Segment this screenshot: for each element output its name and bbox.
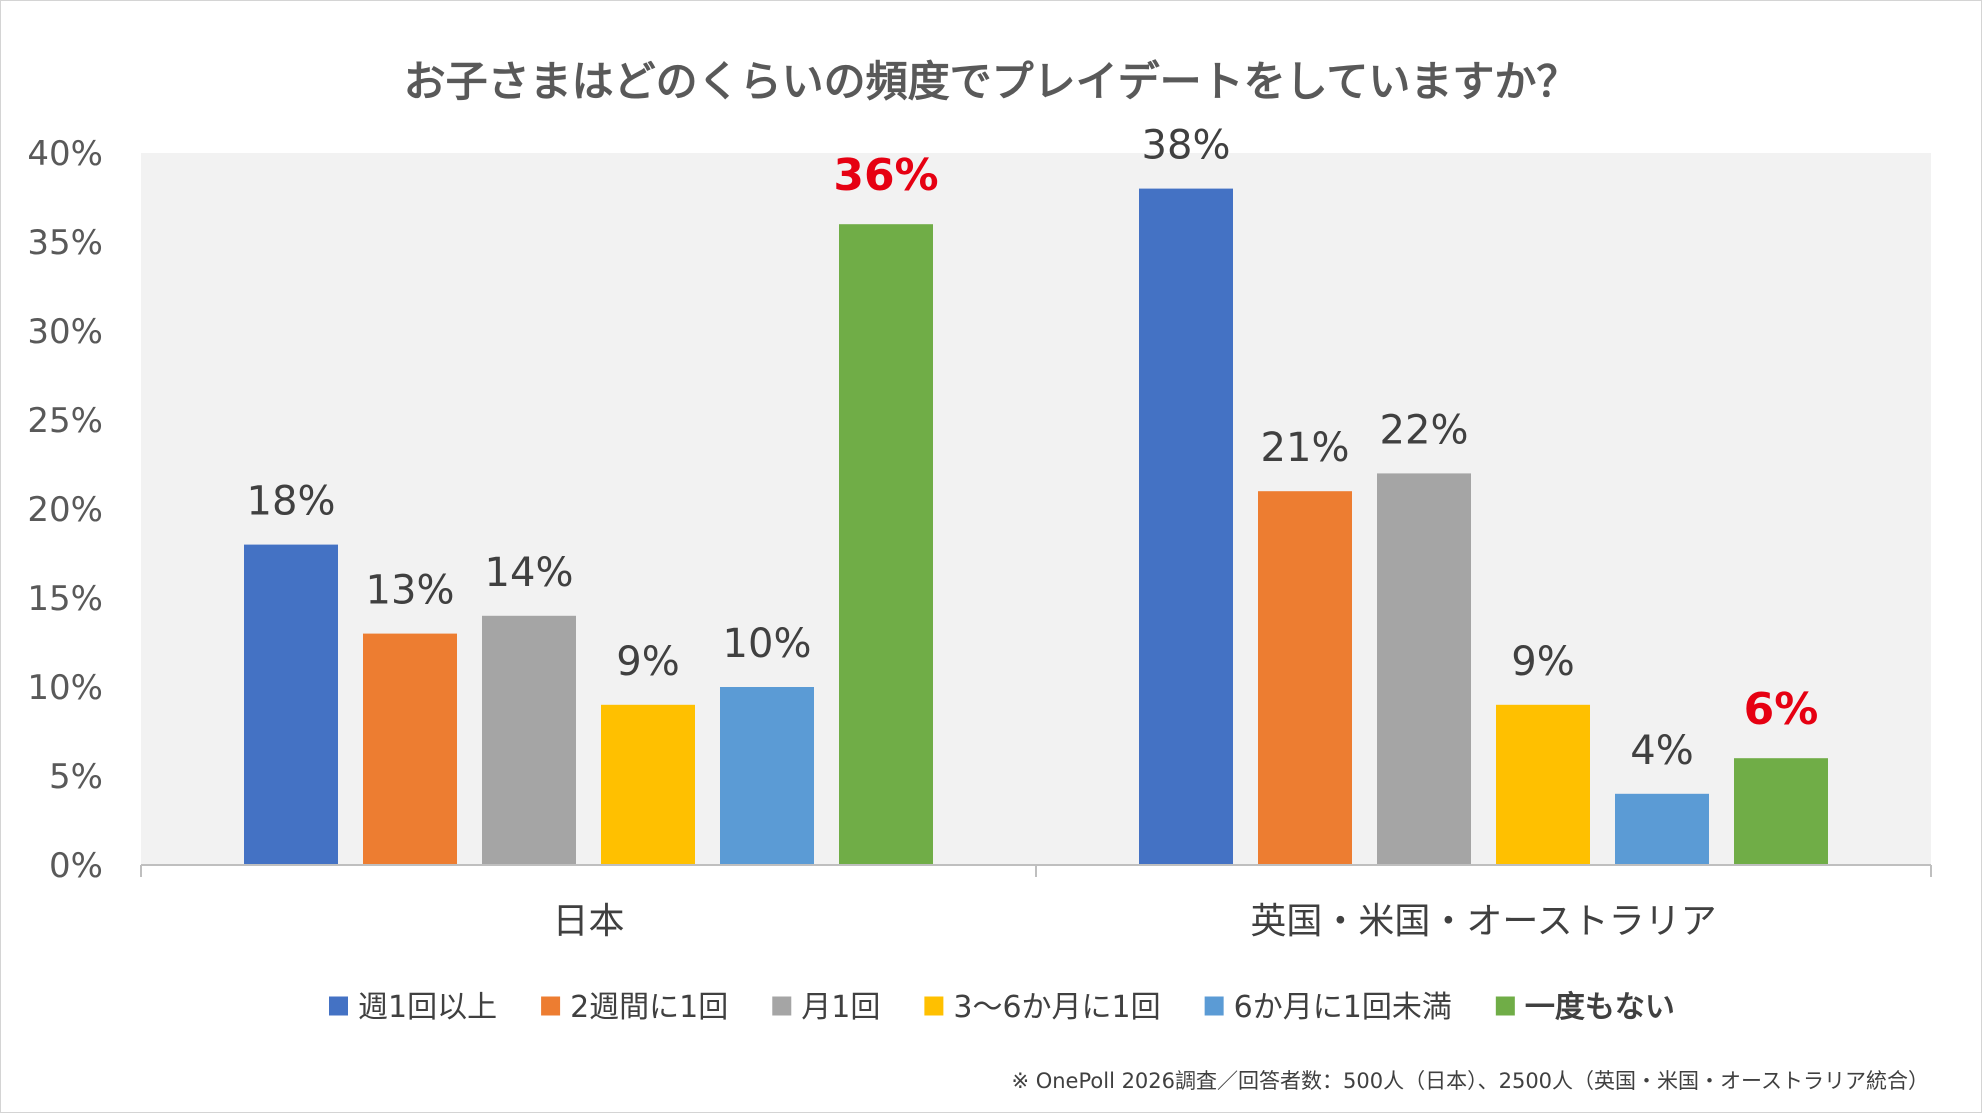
y-tick-label: 15%	[27, 579, 103, 619]
y-tick-label: 0%	[49, 846, 103, 886]
bar	[1615, 793, 1709, 865]
data-label: 18%	[247, 479, 336, 525]
bar	[1258, 491, 1352, 865]
y-tick-label: 35%	[27, 223, 103, 263]
x-category-label: 日本	[552, 901, 624, 942]
data-label: 38%	[1142, 123, 1231, 169]
legend-label: 週1回以上	[358, 990, 497, 1025]
bar	[1496, 704, 1590, 865]
data-label: 14%	[485, 550, 574, 596]
data-label: 10%	[723, 621, 812, 667]
data-label: 6%	[1744, 684, 1819, 735]
data-label: 13%	[366, 568, 455, 614]
legend-label: 月1回	[801, 990, 880, 1025]
legend-swatch	[541, 996, 561, 1016]
x-axis: 日本 英国・米国・オーストラリア	[140, 864, 1932, 942]
data-label: 21%	[1261, 425, 1350, 471]
legend-swatch	[329, 996, 348, 1016]
bar	[1139, 188, 1233, 866]
y-tick-label: 30%	[27, 312, 103, 352]
legend-swatch	[1495, 996, 1515, 1016]
legend-swatch	[772, 996, 792, 1016]
legend-swatch	[1204, 996, 1224, 1016]
bar	[482, 615, 576, 865]
legend: 週1回以上 2週間に1回 月1回 3～6か月に1回 6か月に1回未満 一度もない	[329, 990, 1675, 1025]
chart-title: お子さまはどのくらいの頻度でプレイデートをしていますか？	[404, 57, 1579, 106]
data-labels-group: 18% 13% 14% 9% 10% 36% 38% 21% 22% 9% 4% 6%	[247, 123, 1819, 774]
bar	[1377, 473, 1471, 865]
bar	[244, 544, 338, 865]
bars-group	[244, 188, 1828, 866]
bar	[363, 633, 457, 865]
y-tick-label: 10%	[27, 668, 103, 708]
data-label: 36%	[833, 150, 938, 201]
y-axis: 0% 5% 10% 15% 20% 25% 30% 35% 40%	[27, 134, 103, 886]
data-label: 9%	[616, 639, 679, 685]
bar	[720, 687, 814, 865]
x-category-label: 英国・米国・オーストラリア	[1250, 901, 1716, 942]
legend-label: 6か月に1回未満	[1234, 990, 1452, 1025]
bar	[601, 704, 695, 865]
data-label: 22%	[1380, 407, 1469, 453]
bar	[1734, 758, 1828, 865]
source-note: ※ OnePoll 2026調査／回答者数：500人（日本）、2500人（英国・…	[1011, 1069, 1929, 1093]
legend-label: 2週間に1回	[570, 990, 728, 1025]
data-label: 4%	[1630, 728, 1693, 774]
legend-label: 一度もない	[1525, 990, 1675, 1025]
y-tick-label: 5%	[49, 757, 103, 797]
y-tick-label: 40%	[27, 134, 103, 174]
legend-swatch	[924, 996, 944, 1016]
data-label: 9%	[1511, 639, 1574, 685]
y-tick-label: 25%	[27, 401, 103, 441]
bar	[839, 224, 933, 865]
legend-label: 3～6か月に1回	[953, 990, 1160, 1025]
y-tick-label: 20%	[27, 490, 103, 530]
